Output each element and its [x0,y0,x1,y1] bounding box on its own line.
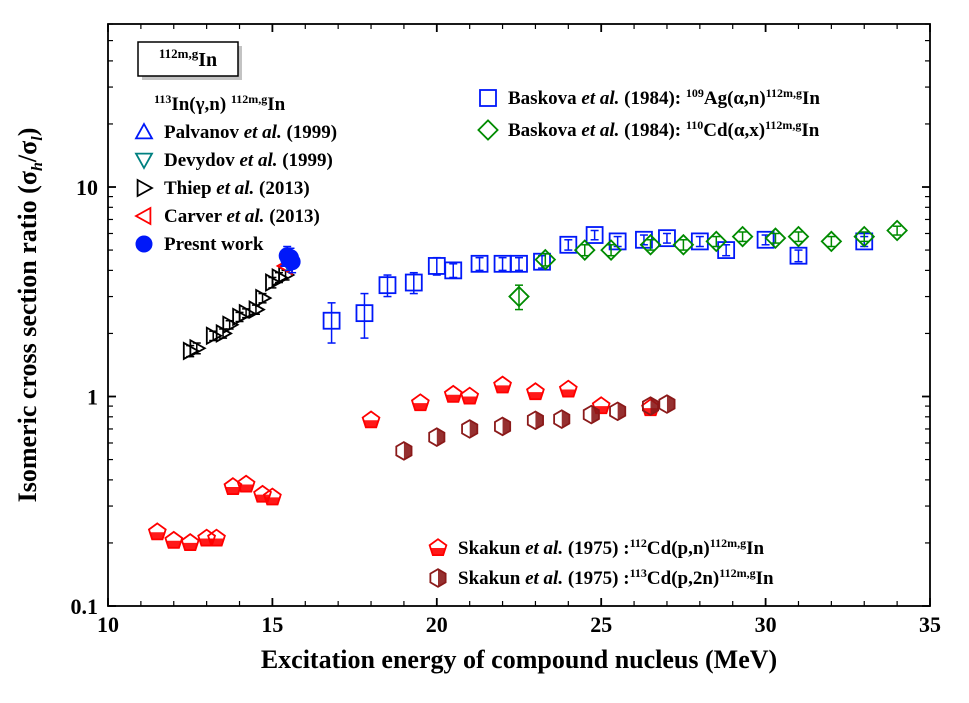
chart-container: { "chart":{ "type":"scatter", "width":96… [0,0,969,703]
svg-text:Presnt work: Presnt work [164,234,264,255]
svg-text:25: 25 [590,612,612,637]
svg-text:Skakun et al. (1975) :112Cd(p,: Skakun et al. (1975) :112Cd(p,n)112m,gIn [458,536,764,559]
svg-text:Devydov et al. (1999): Devydov et al. (1999) [164,150,333,171]
svg-text:Thiep et al. (2013): Thiep et al. (2013) [164,178,310,199]
svg-text:35: 35 [919,612,941,637]
svg-text:Excitation energy of compound: Excitation energy of compound nucleus (M… [261,645,777,674]
svg-text:20: 20 [426,612,448,637]
svg-text:10: 10 [76,175,98,200]
svg-text:0.1: 0.1 [71,594,99,619]
svg-text:10: 10 [97,612,119,637]
svg-text:15: 15 [261,612,283,637]
svg-text:30: 30 [755,612,777,637]
svg-text:1: 1 [87,385,98,410]
svg-text:Carver et al. (2013): Carver et al. (2013) [164,206,320,227]
svg-text:Baskova et al. (1984): 110Cd(α: Baskova et al. (1984): 110Cd(α,x)112m,gI… [508,118,820,141]
svg-text:Palvanov et al. (1999): Palvanov et al. (1999) [164,122,337,143]
svg-text:Skakun et al. (1975) :113Cd(p,: Skakun et al. (1975) :113Cd(p,2n)112m,gI… [458,566,774,589]
svg-text:Baskova et al. (1984): 109Ag(α: Baskova et al. (1984): 109Ag(α,n)112m,gI… [508,86,820,109]
svg-text:113In(γ,n) 112m,gIn: 113In(γ,n) 112m,gIn [154,92,286,115]
chart-svg: 10 15 20 25 30 35 0.1 1 10 Excitation energy of c… [0,0,969,703]
svg-text:Isomeric cross section ratio (: Isomeric cross section ratio (σh/σl) [13,128,46,503]
